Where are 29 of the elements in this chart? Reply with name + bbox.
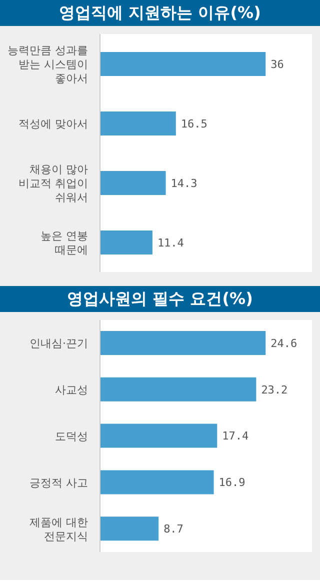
bar (100, 424, 218, 448)
bar (100, 377, 256, 402)
data-label: 8.7 (164, 522, 184, 536)
bar (100, 171, 166, 195)
y-tick-label: 사교성 (55, 383, 88, 396)
data-label: 17.4 (222, 430, 250, 443)
y-tick-label: 제품에 대한 전문지식 (30, 515, 88, 542)
y-tick-label: 능력만큼 성과를 받는 시스템이 좋아서 (8, 43, 88, 84)
y-tick-label: 적성에 맞아서 (18, 116, 88, 130)
bar (100, 52, 266, 76)
bar (100, 230, 152, 254)
data-label: 36 (270, 58, 284, 71)
data-label: 11.4 (157, 236, 184, 250)
data-label: 16.5 (180, 117, 208, 130)
bar (100, 112, 176, 136)
bar (100, 470, 214, 494)
bar (100, 331, 266, 355)
bar (100, 516, 159, 541)
data-label: 24.6 (270, 336, 298, 350)
y-tick-label: 인내심·끈기 (30, 336, 88, 350)
data-label: 23.2 (261, 383, 288, 396)
chart-title: 영업직에 지원하는 이유(%) (0, 0, 320, 26)
y-tick-label: 도덕성 (55, 430, 88, 442)
chart-title: 영업사원의 필수 요건(%) (0, 286, 320, 312)
data-label: 14.3 (170, 176, 198, 190)
y-tick-label: 채용이 많아 비교적 취업이 쉬워서 (18, 162, 88, 204)
y-tick-label: 높은 연봉 때문에 (40, 228, 88, 256)
data-label: 16.9 (218, 476, 246, 490)
y-tick-label: 긍정적 사고 (30, 476, 88, 489)
